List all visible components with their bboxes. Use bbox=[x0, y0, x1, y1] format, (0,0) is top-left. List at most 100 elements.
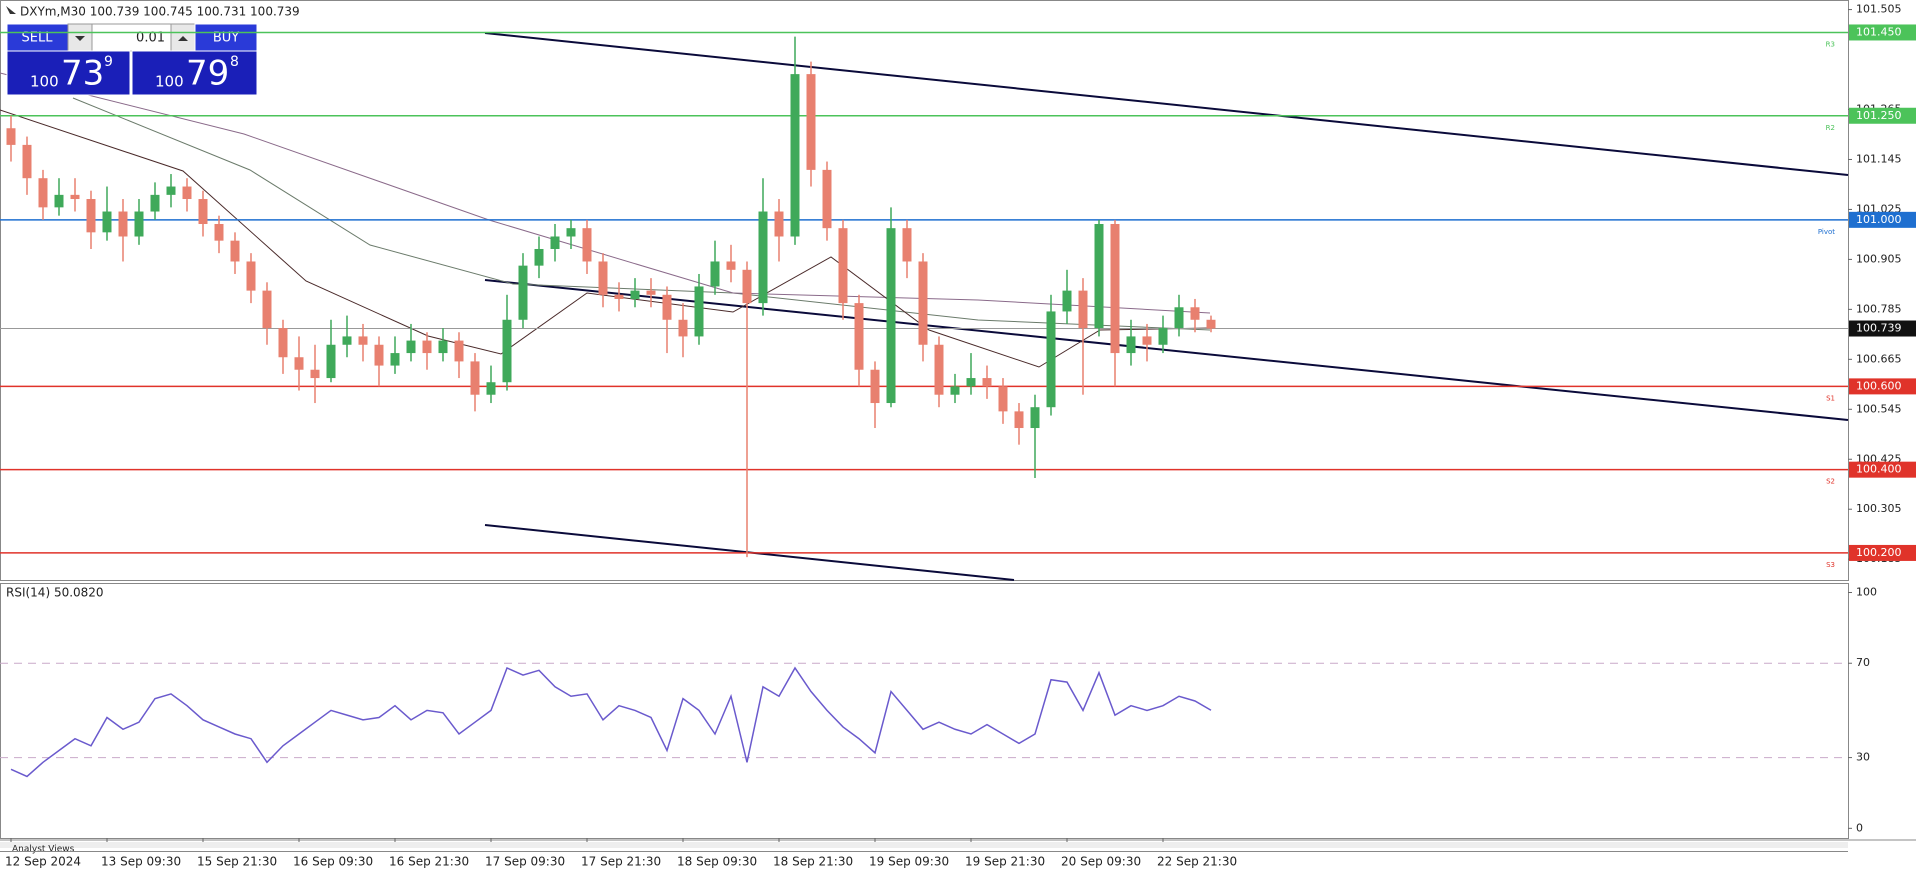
arrow-icon bbox=[178, 36, 188, 41]
symbol-header: DXYm,M30 100.739 100.745 100.731 100.739 bbox=[20, 5, 300, 19]
candle-body bbox=[566, 228, 576, 237]
candle-body bbox=[54, 194, 64, 208]
candle-body bbox=[918, 261, 928, 345]
candle-body bbox=[470, 361, 480, 395]
x-tick-label: 19 Sep 09:30 bbox=[869, 855, 949, 869]
candle-body bbox=[678, 319, 688, 337]
candle-body bbox=[294, 357, 304, 370]
footer-tab[interactable]: Analyst Views bbox=[12, 845, 75, 855]
candle-body bbox=[358, 336, 368, 345]
candle-body bbox=[646, 290, 656, 295]
y-tick-label: 70 bbox=[1856, 656, 1870, 669]
candle-body bbox=[486, 382, 496, 395]
y-tick-label: 101.505 bbox=[1856, 3, 1902, 16]
level-label-box bbox=[1849, 211, 1916, 228]
candle-body bbox=[822, 169, 832, 229]
separator bbox=[0, 851, 1848, 852]
arrow-icon bbox=[75, 36, 85, 41]
level-label: 101.450 bbox=[1856, 25, 1902, 38]
candle-body bbox=[22, 144, 32, 179]
sell-button[interactable] bbox=[6, 23, 69, 52]
buy-label: BUY bbox=[213, 31, 239, 46]
candle-body bbox=[614, 294, 624, 299]
level-name: R2 bbox=[1826, 124, 1835, 132]
candle-body bbox=[838, 228, 848, 304]
buy-button[interactable] bbox=[194, 23, 258, 52]
candle-body bbox=[38, 178, 48, 208]
candle-body bbox=[1046, 311, 1056, 408]
level-name: Pivot bbox=[1818, 228, 1835, 236]
candle-body bbox=[998, 386, 1008, 412]
candle-body bbox=[1094, 224, 1104, 329]
candle-body bbox=[1062, 290, 1072, 312]
candle-body bbox=[6, 128, 16, 145]
candle-body bbox=[726, 261, 736, 270]
candle-body bbox=[422, 340, 432, 354]
level-label-box bbox=[1849, 461, 1916, 478]
candle-body bbox=[902, 228, 912, 262]
candle-body bbox=[438, 340, 448, 354]
candle-body bbox=[1110, 224, 1120, 354]
candle-body bbox=[966, 378, 976, 387]
candle-body bbox=[950, 386, 960, 395]
current-price-label: 100.739 bbox=[1856, 322, 1902, 335]
candle-body bbox=[742, 269, 752, 304]
ask-small: 8 bbox=[230, 54, 239, 70]
candle-body bbox=[198, 199, 208, 225]
ask-box[interactable] bbox=[131, 50, 258, 96]
trade-panel: SELL 0.01 BUY 100 73 9 100 79 8 bbox=[6, 23, 258, 96]
candle-body bbox=[86, 199, 96, 233]
candle-body bbox=[214, 224, 224, 241]
candle-body bbox=[230, 240, 240, 262]
level-name: S2 bbox=[1826, 478, 1835, 486]
rsi-line bbox=[10, 666, 1212, 778]
level-label: 100.200 bbox=[1856, 546, 1902, 559]
candle-body bbox=[502, 319, 512, 383]
candle-body bbox=[262, 290, 272, 329]
rsi-panel-frame bbox=[0, 583, 1849, 839]
lot-field[interactable] bbox=[91, 23, 172, 52]
y-tick-label: 100.305 bbox=[1856, 502, 1902, 515]
candle-body bbox=[390, 353, 400, 366]
y-tick-label: 0 bbox=[1856, 821, 1863, 834]
moving-average bbox=[72, 97, 1211, 331]
candle-body bbox=[1142, 336, 1152, 345]
candle-body bbox=[934, 344, 944, 395]
x-tick-label: 13 Sep 09:30 bbox=[101, 855, 181, 869]
rsi-title: RSI(14) 50.0820 bbox=[6, 586, 104, 600]
candle-body bbox=[790, 74, 800, 237]
candle-body bbox=[582, 228, 592, 262]
y-tick-label: 100.905 bbox=[1856, 252, 1902, 265]
candle-body bbox=[246, 261, 256, 291]
candle-body bbox=[1030, 407, 1040, 429]
bid-main: 73 bbox=[61, 54, 104, 94]
x-tick-label: 20 Sep 09:30 bbox=[1061, 855, 1141, 869]
candle-body bbox=[1126, 336, 1136, 354]
candle-body bbox=[694, 286, 704, 337]
candle-body bbox=[310, 369, 320, 379]
y-tick-label: 101.145 bbox=[1856, 152, 1902, 165]
level-label-box bbox=[1849, 544, 1916, 561]
candle-body bbox=[806, 74, 816, 170]
bid-box[interactable] bbox=[6, 50, 131, 96]
tab-bar bbox=[0, 842, 1848, 848]
level-label-box bbox=[1849, 378, 1916, 395]
candle-body bbox=[102, 211, 112, 233]
candle-body bbox=[534, 248, 544, 266]
candle-body bbox=[550, 236, 560, 249]
candle-body bbox=[630, 290, 640, 299]
candle-body bbox=[1174, 307, 1184, 329]
level-label: 100.400 bbox=[1856, 463, 1902, 476]
level-name: S3 bbox=[1826, 561, 1835, 569]
x-tick-label: 17 Sep 21:30 bbox=[581, 855, 661, 869]
main-panel-frame bbox=[0, 0, 1849, 581]
x-tick-label: 17 Sep 09:30 bbox=[485, 855, 565, 869]
candle-body bbox=[134, 211, 144, 237]
candle-body bbox=[870, 369, 880, 404]
candle-body bbox=[710, 261, 720, 287]
bid-small: 9 bbox=[104, 54, 113, 70]
level-name: R3 bbox=[1826, 40, 1835, 48]
